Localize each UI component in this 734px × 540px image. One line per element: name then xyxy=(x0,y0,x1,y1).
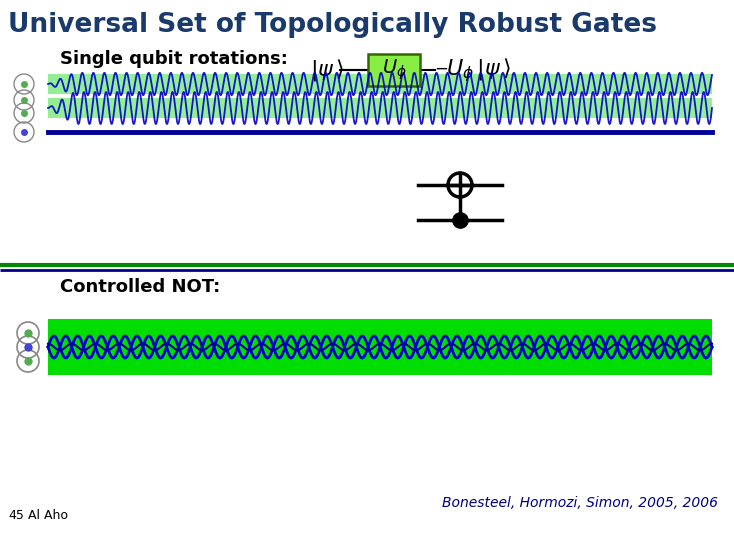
Text: Bonesteel, Hormozi, Simon, 2005, 2006: Bonesteel, Hormozi, Simon, 2005, 2006 xyxy=(442,496,718,510)
Text: Universal Set of Topologically Robust Gates: Universal Set of Topologically Robust Ga… xyxy=(8,12,657,38)
Text: $U_\phi\,|\psi\,\rangle$: $U_\phi\,|\psi\,\rangle$ xyxy=(446,56,512,84)
Text: 45: 45 xyxy=(8,509,24,522)
Text: Al Aho: Al Aho xyxy=(28,509,68,522)
Bar xyxy=(48,98,712,118)
Text: Single qubit rotations:: Single qubit rotations: xyxy=(60,50,288,68)
Text: Controlled NOT:: Controlled NOT: xyxy=(60,278,220,296)
Bar xyxy=(48,74,712,94)
Text: $|\psi\,\rangle$: $|\psi\,\rangle$ xyxy=(310,57,344,83)
Text: $U_\phi$: $U_\phi$ xyxy=(382,58,407,82)
Text: $-$: $-$ xyxy=(434,59,448,77)
Bar xyxy=(48,319,712,375)
FancyBboxPatch shape xyxy=(368,54,420,86)
